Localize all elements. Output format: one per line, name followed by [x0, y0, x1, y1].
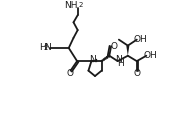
Text: N: N — [44, 43, 51, 52]
Text: N: N — [115, 55, 122, 64]
Text: OH: OH — [134, 35, 147, 44]
Text: H: H — [117, 59, 124, 68]
Text: H: H — [39, 43, 46, 52]
Text: O: O — [134, 69, 141, 78]
Text: OH: OH — [143, 51, 157, 60]
Text: O: O — [66, 69, 73, 78]
Text: 2: 2 — [78, 2, 82, 8]
Polygon shape — [126, 46, 129, 56]
Text: NH: NH — [64, 0, 78, 10]
Text: O: O — [110, 42, 117, 51]
Text: N: N — [89, 55, 95, 64]
Text: 2: 2 — [43, 45, 48, 51]
